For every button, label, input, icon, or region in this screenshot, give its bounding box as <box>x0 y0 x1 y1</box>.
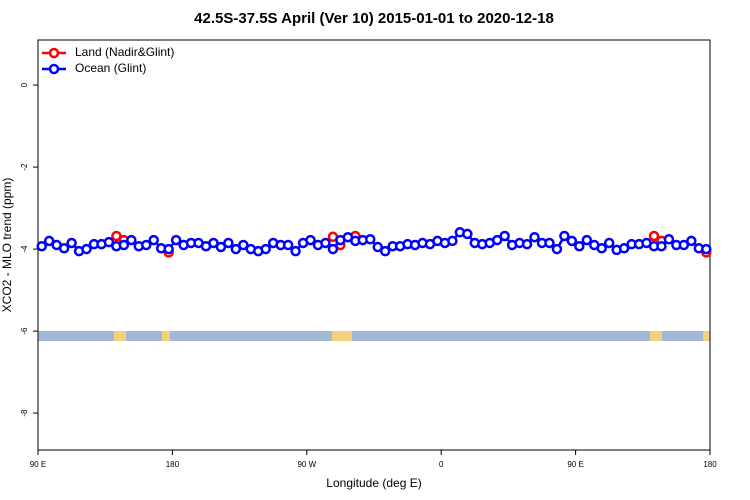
point <box>148 234 159 246</box>
point <box>223 237 234 249</box>
point <box>462 228 473 240</box>
point <box>379 245 391 257</box>
point <box>260 243 271 255</box>
y-tick-label: -2 <box>20 163 29 171</box>
point <box>163 243 174 255</box>
point <box>238 239 249 251</box>
land-mask-strip <box>38 331 710 341</box>
point <box>544 237 555 249</box>
point <box>208 237 219 249</box>
legend-marker <box>48 63 60 75</box>
point <box>551 243 563 255</box>
x-axis-label: Longitude (deg E) <box>326 476 421 490</box>
point <box>118 239 130 251</box>
point <box>103 236 115 248</box>
point <box>491 234 503 246</box>
chart-title: 42.5S-37.5S April (Ver 10) 2015-01-01 to… <box>194 10 554 27</box>
point <box>656 240 667 252</box>
x-tick-label: 90 E <box>30 460 46 469</box>
point <box>372 241 383 253</box>
point <box>305 234 316 246</box>
y-tick-label: -8 <box>20 409 29 417</box>
point <box>603 237 615 249</box>
point <box>36 240 47 252</box>
y-axis-label: XCO2 - MLO trend (ppm) <box>0 178 14 313</box>
point <box>365 234 376 245</box>
x-tick-label: 180 <box>166 460 180 469</box>
point <box>81 243 92 255</box>
point <box>581 234 593 246</box>
point <box>566 235 578 247</box>
point <box>596 243 607 254</box>
point <box>327 243 339 255</box>
point <box>648 230 660 242</box>
point <box>686 235 697 247</box>
y-tick-label: 0 <box>20 82 29 87</box>
y-tick-label: -4 <box>20 245 29 253</box>
point <box>320 237 331 249</box>
point <box>678 239 690 251</box>
x-tick-label: 0 <box>439 460 444 469</box>
y-tick-label: -6 <box>20 327 29 335</box>
point <box>290 245 301 257</box>
point <box>701 243 712 255</box>
point <box>43 235 55 247</box>
point <box>58 243 70 254</box>
point <box>215 241 227 253</box>
point <box>230 243 242 255</box>
x-tick-label: 90 E <box>567 460 583 469</box>
point <box>141 239 152 251</box>
legend-label: Land (Nadir&Glint) <box>75 45 174 59</box>
point <box>126 234 137 246</box>
point <box>574 240 585 252</box>
point <box>447 235 458 247</box>
point <box>111 230 122 242</box>
point <box>499 230 510 242</box>
legend-marker <box>48 47 60 59</box>
point <box>170 234 182 246</box>
point <box>282 239 294 251</box>
point <box>521 238 533 250</box>
legend-label: Ocean (Glint) <box>75 61 146 75</box>
point <box>663 234 675 245</box>
point <box>66 237 77 249</box>
point <box>618 243 630 254</box>
point <box>529 231 540 243</box>
point <box>559 230 570 242</box>
x-tick-label: 180 <box>703 460 717 469</box>
x-tick-label: 90 W <box>297 460 316 469</box>
